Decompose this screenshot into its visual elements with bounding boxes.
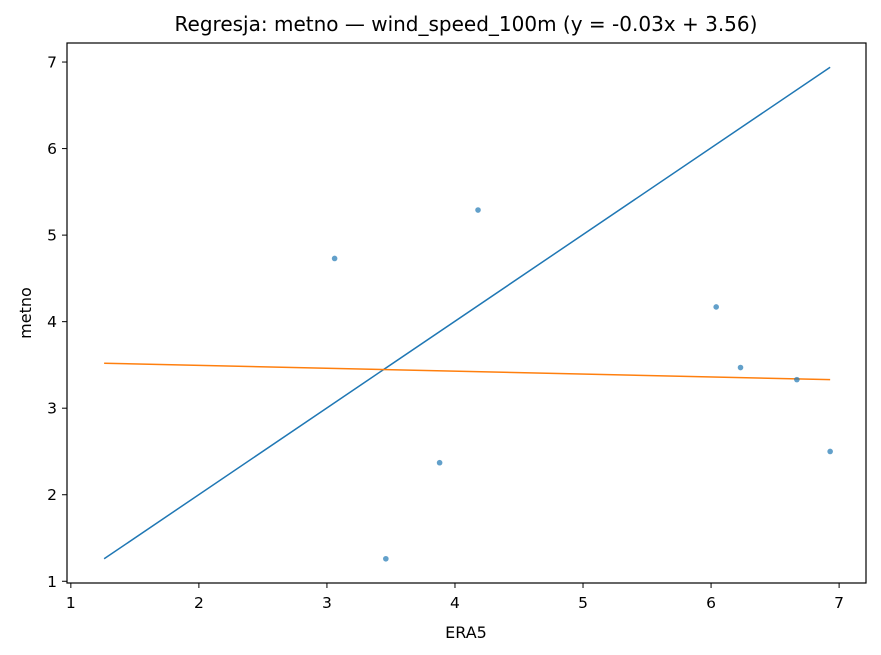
- y-tick-label: 6: [47, 140, 57, 158]
- y-axis-label: metno: [16, 287, 35, 339]
- x-tick-label: 4: [450, 594, 460, 612]
- data-point: [331, 255, 338, 262]
- data-point: [827, 448, 833, 455]
- x-tick-label: 1: [66, 594, 76, 612]
- y-tick-label: 4: [47, 313, 57, 331]
- plot-area: 1 2 3 4 5 6 7 1 2 3 4 5 6 7: [47, 42, 867, 612]
- data-point: [383, 555, 389, 562]
- regression-line: [104, 362, 831, 381]
- y-tick-label: 2: [47, 486, 57, 504]
- chart-title: Regresja: metno — wind_speed_100m (y = -…: [175, 12, 758, 36]
- data-point: [436, 459, 443, 466]
- data-point: [475, 207, 481, 213]
- data-point: [713, 304, 719, 310]
- y-tick-label: 7: [47, 54, 57, 72]
- y-tick-label: 1: [47, 573, 57, 591]
- y-tick-label: 3: [47, 400, 57, 418]
- axes-frame: [66, 42, 867, 584]
- x-tick-label: 6: [706, 594, 716, 612]
- x-tick-label: 5: [578, 594, 588, 612]
- identity-line: [103, 66, 831, 560]
- data-point: [794, 376, 800, 383]
- x-tick-label: 3: [322, 594, 332, 612]
- x-axis-label: ERA5: [445, 623, 487, 642]
- x-tick-label: 7: [834, 594, 844, 612]
- y-tick-label: 5: [47, 227, 57, 245]
- x-tick-label: 2: [194, 594, 204, 612]
- data-point: [737, 364, 744, 371]
